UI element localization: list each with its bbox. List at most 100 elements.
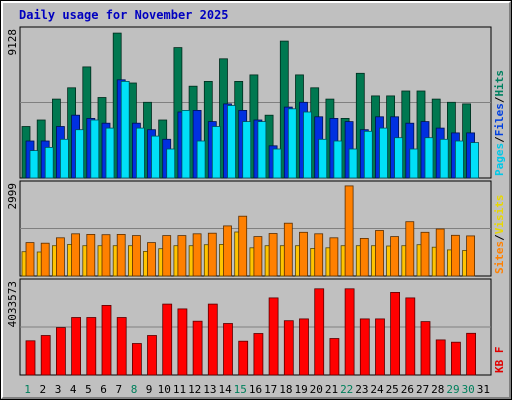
bar-kb-f-day-17 — [268, 297, 279, 376]
bar-pages-day-17 — [272, 148, 282, 179]
bar-pages-day-9 — [151, 135, 160, 179]
day-label-20: 20 — [310, 383, 323, 396]
day-label-23: 23 — [355, 383, 368, 396]
hits-files-pages-legend-item-1: / — [493, 136, 506, 143]
bar-kb-f-day-18 — [283, 320, 294, 376]
sites-visits-panel: 2999 Sites/Visits — [6, 180, 506, 277]
day-label-15: 15 — [234, 383, 247, 396]
sites-visits-max-label: 2999 — [6, 183, 19, 210]
hits-files-pages-legend-item-0: Pages — [493, 143, 506, 176]
bar-sites-day-10 — [162, 235, 172, 277]
hits-files-pages-legend-item-3: / — [493, 96, 506, 103]
bar-pages-day-16 — [257, 121, 267, 179]
bar-sites-day-20 — [314, 233, 324, 277]
bar-kb-f-day-12 — [192, 320, 203, 376]
day-label-2: 2 — [39, 383, 46, 396]
bar-sites-day-4 — [71, 233, 80, 277]
bar-kb-f-day-22 — [344, 288, 355, 376]
day-label-25: 25 — [386, 383, 399, 396]
bar-pages-day-5 — [90, 119, 100, 179]
day-label-9: 9 — [146, 383, 153, 396]
sites-visits-legend-item-2: Visits — [493, 195, 506, 235]
bar-pages-day-4 — [75, 129, 84, 179]
day-label-12: 12 — [188, 383, 201, 396]
day-label-22: 22 — [340, 383, 353, 396]
bar-pages-day-6 — [105, 127, 115, 179]
day-label-6: 6 — [100, 383, 107, 396]
bar-kb-f-day-6 — [101, 304, 112, 376]
bar-sites-day-12 — [192, 233, 202, 277]
bar-pages-day-19 — [303, 111, 312, 179]
day-label-26: 26 — [401, 383, 414, 396]
bar-kb-f-day-28 — [435, 339, 446, 376]
bar-kb-f-day-13 — [207, 303, 218, 376]
bar-kb-f-day-14 — [223, 323, 233, 376]
bar-pages-day-27 — [424, 137, 434, 179]
bar-kb-f-day-19 — [299, 318, 309, 376]
kbf-max-label: 4033573 — [6, 281, 19, 327]
bar-kb-f-day-16 — [253, 333, 264, 376]
day-label-21: 21 — [325, 383, 338, 396]
bar-pages-day-20 — [318, 138, 328, 179]
bar-sites-day-3 — [56, 237, 65, 277]
bar-kb-f-day-8 — [131, 343, 142, 376]
bar-sites-day-6 — [101, 234, 111, 277]
bar-kb-f-day-5 — [86, 317, 97, 376]
bar-sites-day-16 — [253, 236, 263, 277]
day-label-13: 13 — [203, 383, 216, 396]
hits-files-pages-legend-item-2: Files — [493, 103, 506, 136]
bar-sites-day-29 — [450, 234, 460, 277]
chart-title: Daily usage for November 2025 — [19, 8, 229, 22]
day-label-31: 31 — [477, 383, 490, 396]
day-label-4: 4 — [70, 383, 77, 396]
bar-sites-day-24 — [375, 230, 384, 277]
bar-sites-day-25 — [390, 236, 400, 277]
bar-sites-day-28 — [435, 228, 445, 277]
bar-pages-day-22 — [348, 148, 358, 179]
bar-sites-day-2 — [40, 242, 50, 277]
bar-kb-f-day-15 — [238, 340, 249, 376]
bar-kb-f-day-1 — [25, 340, 36, 376]
day-label-29: 29 — [446, 383, 459, 396]
bar-sites-day-15 — [238, 215, 248, 277]
bar-pages-day-13 — [211, 126, 221, 179]
bar-pages-day-1 — [29, 150, 39, 179]
bar-sites-day-1 — [25, 242, 35, 277]
day-label-5: 5 — [85, 383, 92, 396]
day-label-30: 30 — [462, 383, 475, 396]
bar-pages-day-21 — [333, 140, 343, 179]
bar-pages-day-3 — [60, 138, 69, 179]
bar-pages-day-2 — [44, 146, 54, 179]
bar-sites-day-14 — [223, 225, 232, 277]
day-label-1: 1 — [24, 383, 31, 396]
bar-kb-f-day-29 — [450, 341, 461, 376]
bar-kb-f-day-9 — [147, 335, 157, 376]
day-label-16: 16 — [249, 383, 262, 396]
bar-sites-day-27 — [420, 231, 430, 277]
bar-pages-day-14 — [227, 105, 236, 179]
day-label-10: 10 — [158, 383, 171, 396]
bar-pages-day-12 — [196, 140, 206, 179]
bar-sites-day-19 — [299, 231, 308, 277]
bar-kb-f-day-30 — [466, 332, 477, 376]
hits-files-pages-legend-item-4: Hits — [493, 70, 506, 97]
day-label-14: 14 — [218, 383, 232, 396]
bar-kb-f-day-11 — [177, 308, 188, 376]
hits-files-pages-legend: Pages/Files/Hits — [493, 70, 506, 176]
bar-kb-f-day-3 — [56, 327, 66, 376]
bar-pages-day-18 — [287, 108, 297, 179]
day-label-7: 7 — [115, 383, 122, 396]
day-label-27: 27 — [416, 383, 429, 396]
bar-kb-f-day-27 — [420, 321, 431, 376]
bar-sites-day-23 — [359, 237, 369, 277]
bar-sites-day-17 — [268, 233, 278, 277]
bar-kb-f-day-21 — [329, 338, 340, 376]
bar-sites-day-26 — [405, 221, 415, 277]
sites-visits-legend-item-0: Sites — [493, 241, 506, 274]
bar-pages-day-28 — [439, 138, 449, 179]
day-label-18: 18 — [279, 383, 292, 396]
